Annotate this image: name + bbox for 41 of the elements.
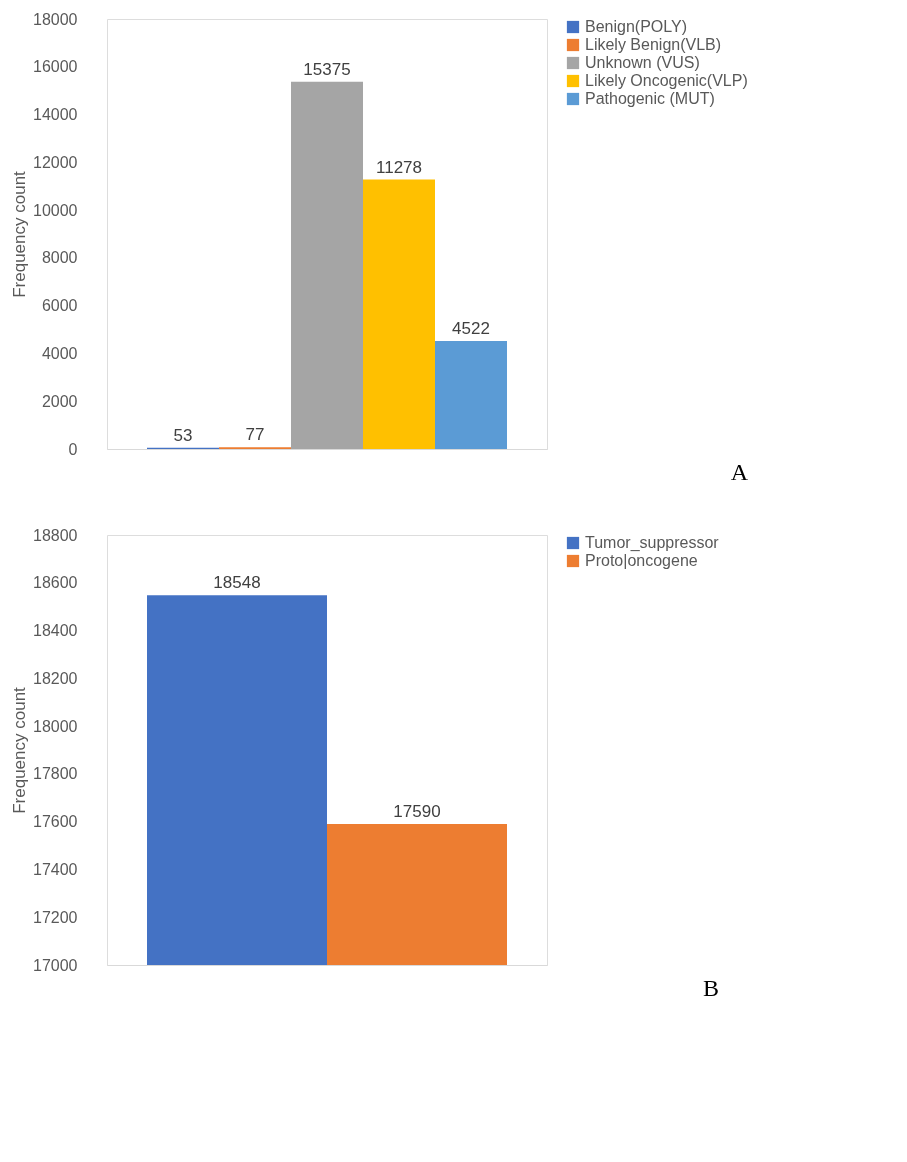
legend-label: Likely Benign(VLB) — [585, 36, 722, 53]
y-tick-label: 18000 — [33, 10, 78, 28]
y-tick-label: 12000 — [33, 153, 78, 171]
data-label: 17590 — [393, 802, 441, 822]
bar — [435, 340, 507, 449]
legend-label: Pathogenic (MUT) — [585, 90, 715, 107]
data-label: 11278 — [375, 157, 423, 177]
y-tick-label: 18000 — [33, 717, 78, 735]
y-axis-title: Frequency count — [10, 170, 30, 298]
bar — [363, 179, 435, 449]
y-tick-label: 17800 — [33, 765, 78, 783]
y-tick-label: 18400 — [33, 622, 78, 640]
y-tick-label: 17600 — [33, 813, 78, 831]
y-tick-label: 18200 — [33, 669, 78, 687]
text: B — [702, 975, 719, 1001]
legend-label: Proto|oncogene — [585, 552, 698, 569]
y-tick-label: 6000 — [41, 297, 78, 315]
y-tick-label: 18600 — [33, 574, 78, 592]
legend-label: Benign(POLY) — [585, 18, 687, 35]
y-tick-label: 4000 — [41, 344, 78, 362]
y-axis-title: Frequency count — [10, 686, 30, 814]
y-tick-label: 18800 — [33, 526, 78, 544]
y-tick-label: 16000 — [33, 58, 78, 76]
y-tick-label: 17200 — [33, 908, 78, 926]
legend-label: Likely Oncogenic(VLP) — [585, 72, 748, 89]
y-tick-label: 2000 — [41, 392, 78, 410]
data-label: 15375 — [303, 59, 351, 79]
y-tick-label: 17400 — [33, 860, 78, 878]
data-label: 18548 — [213, 573, 261, 593]
y-tick-label: 10000 — [33, 201, 78, 219]
y-tick-label: 17000 — [33, 956, 78, 974]
bar — [291, 81, 363, 449]
legend-label: Unknown (VUS) — [585, 54, 700, 71]
y-tick-label: 14000 — [33, 106, 78, 124]
y-tick-label: 0 — [68, 440, 78, 458]
data-label: 77 — [245, 425, 265, 445]
legend-label: Tumor_suppressor — [585, 534, 720, 552]
data-label: 53 — [173, 425, 193, 445]
data-label: 4522 — [452, 318, 490, 338]
text: A — [730, 459, 749, 485]
y-tick-label: 8000 — [41, 249, 78, 267]
